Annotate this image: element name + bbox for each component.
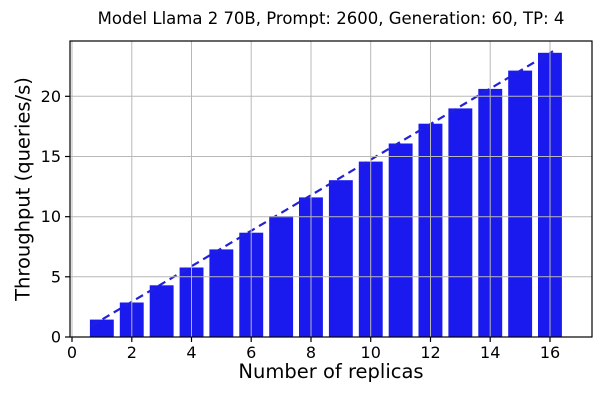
x-tick-label: 10 [361, 343, 381, 362]
x-tick-label: 14 [480, 343, 500, 362]
x-tick-label: 4 [186, 343, 196, 362]
grid-lines [70, 41, 592, 337]
throughput-bar [89, 319, 114, 337]
x-tick-label: 16 [540, 343, 560, 362]
throughput-bar [448, 108, 473, 338]
x-axis-label: Number of replicas [238, 360, 424, 383]
axis-ticks: 0 2 4 6 8 10 12 14 16 0 5 10 15 20 [41, 87, 561, 362]
y-tick-label: 15 [41, 147, 61, 166]
y-tick-label: 0 [51, 328, 61, 347]
x-tick-label: 8 [306, 343, 316, 362]
throughput-bar [328, 180, 353, 337]
x-tick-label: 0 [67, 343, 77, 362]
x-tick-label: 2 [127, 343, 137, 362]
y-tick-label: 10 [41, 207, 61, 226]
bars [89, 52, 562, 338]
axes-spines [69, 40, 593, 338]
x-tick-label: 12 [420, 343, 440, 362]
chart-title: Model Llama 2 70B, Prompt: 2600, Generat… [97, 9, 565, 28]
y-tick-label: 20 [41, 87, 61, 106]
y-tick-label: 5 [51, 267, 61, 286]
linear-scaling-line [90, 50, 554, 327]
throughput-bar [508, 70, 533, 337]
throughput-bar [209, 249, 234, 337]
throughput-bar [388, 143, 413, 337]
x-tick-label: 6 [246, 343, 256, 362]
throughput-bar [149, 285, 174, 337]
